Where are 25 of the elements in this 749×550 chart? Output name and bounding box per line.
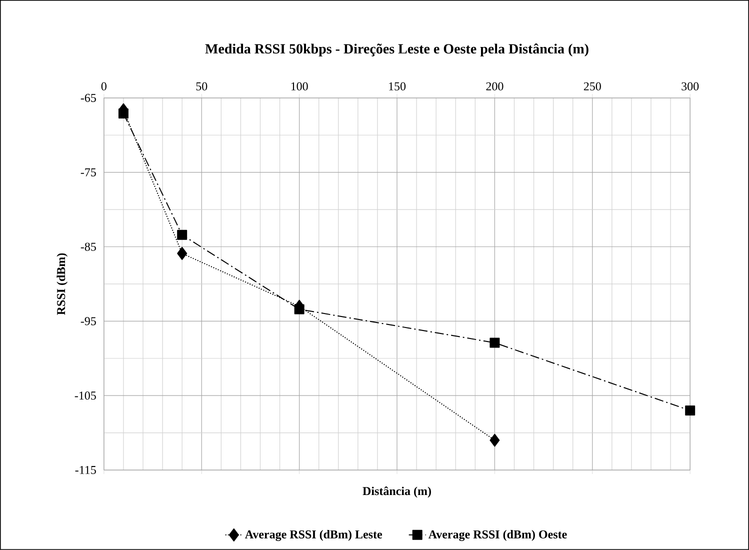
y-tick-label: -105 (74, 392, 96, 400)
y-tick-label: -75 (80, 168, 96, 176)
y-tick-label: -95 (80, 317, 96, 326)
point (685, 406, 696, 416)
point (490, 338, 500, 348)
x-axis-title: Distância (m) (362, 486, 431, 498)
x-tick-label: 50 (196, 82, 208, 90)
legend-label: Average RSSI (dBm) Oeste (428, 530, 567, 542)
x-tick-label: 250 (584, 82, 601, 90)
x-tick-label: 200 (486, 82, 504, 90)
y-axis-title: RSSI (dBm) (56, 253, 68, 315)
point (177, 230, 188, 240)
point (294, 304, 304, 314)
point (118, 108, 128, 119)
x-tick-label: 0 (101, 82, 106, 90)
y-tick-label: -65 (80, 94, 96, 102)
point (490, 434, 500, 447)
y-tick-label: -115 (75, 466, 96, 474)
x-tick-label: 300 (682, 82, 699, 90)
point (177, 246, 188, 260)
chart-title: Medida RSSI 50kbps - Direções Leste e Oeste pela Distância (m) (205, 44, 588, 56)
legend-label: Average RSSI (dBm) Leste (245, 530, 382, 542)
x-tick-label: 100 (291, 82, 308, 90)
y-tick-label: -85 (80, 242, 96, 251)
x-tick-label: 150 (389, 82, 406, 90)
